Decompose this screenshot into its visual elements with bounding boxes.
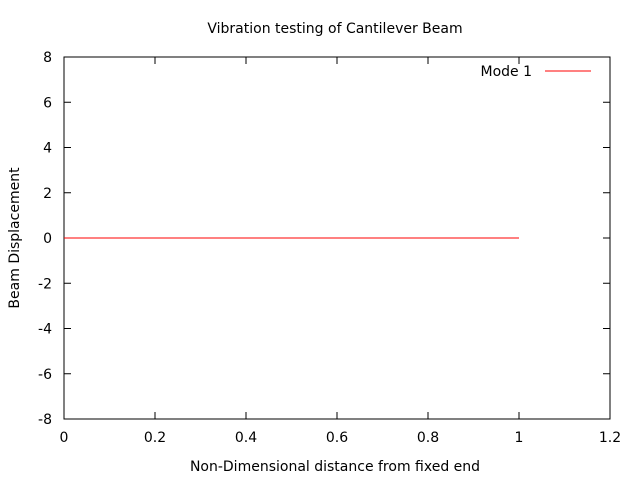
y-tick-label: 2 bbox=[43, 186, 52, 202]
y-tick-label: 0 bbox=[43, 231, 52, 247]
x-ticks: 0 0.2 0.4 0.6 0.8 1 1.2 bbox=[60, 57, 621, 446]
y-tick-label: -2 bbox=[38, 276, 52, 292]
legend: Mode 1 bbox=[480, 64, 591, 80]
plot-area: 0 0.2 0.4 0.6 0.8 1 1.2 -8 -6 -4 -2 0 2 4 6 8 bbox=[38, 50, 621, 446]
y-tick-label: -6 bbox=[38, 367, 52, 383]
y-tick-label: -4 bbox=[38, 322, 52, 338]
x-tick-label: 1.2 bbox=[599, 430, 621, 446]
chart-title: Vibration testing of Cantilever Beam bbox=[207, 21, 462, 37]
y-tick-label: 6 bbox=[43, 95, 52, 111]
x-tick-label: 0.2 bbox=[144, 430, 166, 446]
y-tick-label: -8 bbox=[38, 412, 52, 428]
y-axis-label: Beam Displacement bbox=[7, 167, 23, 309]
x-axis-label: Non-Dimensional distance from fixed end bbox=[190, 459, 480, 475]
x-tick-label: 0 bbox=[60, 430, 69, 446]
y-tick-label: 8 bbox=[43, 50, 52, 66]
legend-label: Mode 1 bbox=[480, 64, 532, 80]
y-ticks: -8 -6 -4 -2 0 2 4 6 8 bbox=[38, 50, 610, 428]
x-tick-label: 0.4 bbox=[235, 430, 257, 446]
x-tick-label: 1 bbox=[515, 430, 524, 446]
y-tick-label: 4 bbox=[43, 141, 52, 157]
x-tick-label: 0.8 bbox=[417, 430, 439, 446]
x-tick-label: 0.6 bbox=[326, 430, 348, 446]
